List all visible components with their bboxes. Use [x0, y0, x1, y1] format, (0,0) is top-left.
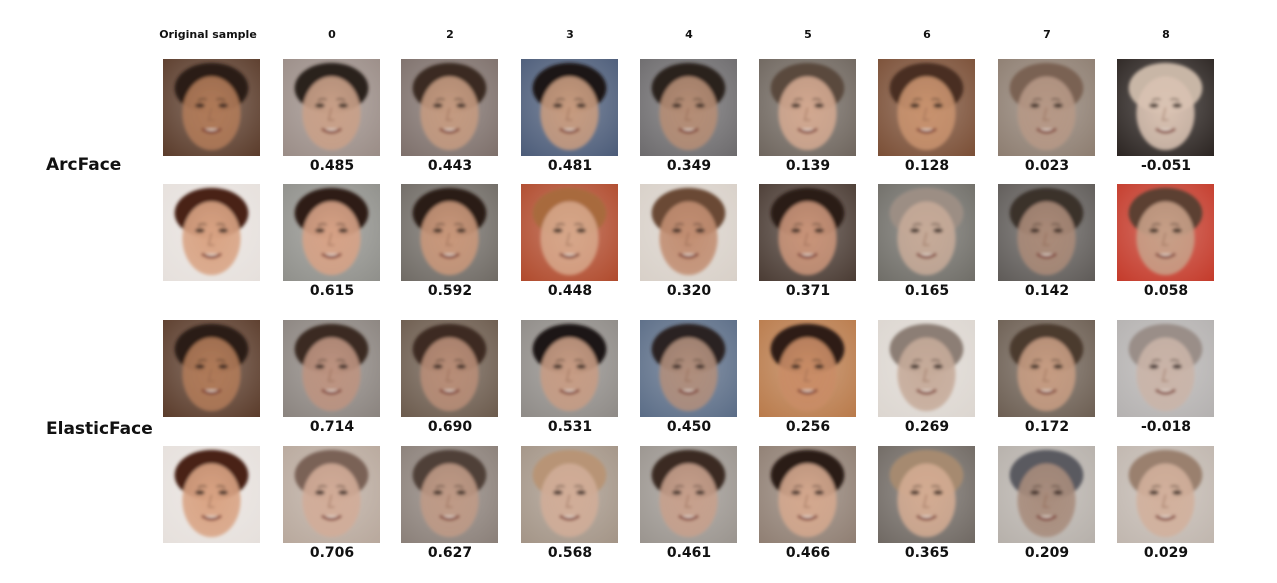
- original-sample-image: [163, 59, 260, 156]
- reconstructed-face-image: [521, 184, 618, 281]
- similarity-score: 0.349: [666, 158, 712, 174]
- similarity-score: 0.466: [785, 545, 831, 561]
- column-header-3: 3: [566, 28, 574, 41]
- reconstructed-face-image: [401, 320, 498, 417]
- original-sample-image: [163, 320, 260, 417]
- reconstructed-face-image: [1117, 59, 1214, 156]
- similarity-score: 0.365: [904, 545, 950, 561]
- reconstructed-face-image: [759, 446, 856, 543]
- column-header-8: 8: [1162, 28, 1170, 41]
- similarity-score: -0.051: [1140, 158, 1192, 174]
- reconstructed-face-image: [998, 446, 1095, 543]
- reconstructed-face-image: [521, 320, 618, 417]
- column-header-5: 5: [804, 28, 812, 41]
- reconstructed-face-image: [998, 184, 1095, 281]
- similarity-score: 0.029: [1143, 545, 1189, 561]
- similarity-score: 0.256: [785, 419, 831, 435]
- reconstructed-face-image: [1117, 320, 1214, 417]
- similarity-score: 0.706: [309, 545, 355, 561]
- reconstructed-face-image: [283, 59, 380, 156]
- similarity-score: 0.139: [785, 158, 831, 174]
- reconstructed-face-image: [521, 446, 618, 543]
- similarity-score: 0.269: [904, 419, 950, 435]
- similarity-score: 0.714: [309, 419, 355, 435]
- reconstructed-face-image: [878, 446, 975, 543]
- original-sample-header: Original sample: [159, 28, 257, 41]
- similarity-score: 0.448: [547, 283, 593, 299]
- similarity-score: 0.371: [785, 283, 831, 299]
- reconstructed-face-image: [283, 184, 380, 281]
- reconstructed-face-image: [401, 184, 498, 281]
- reconstructed-face-image: [401, 446, 498, 543]
- similarity-score: 0.627: [427, 545, 473, 561]
- similarity-score: 0.690: [427, 419, 473, 435]
- original-sample-image: [163, 184, 260, 281]
- reconstructed-face-image: [998, 320, 1095, 417]
- column-header-6: 6: [923, 28, 931, 41]
- similarity-score: 0.450: [666, 419, 712, 435]
- similarity-score: 0.443: [427, 158, 473, 174]
- similarity-score: 0.172: [1024, 419, 1070, 435]
- similarity-score: 0.485: [309, 158, 355, 174]
- similarity-score: 0.615: [309, 283, 355, 299]
- similarity-score: 0.142: [1024, 283, 1070, 299]
- reconstructed-face-image: [640, 184, 737, 281]
- similarity-score: 0.531: [547, 419, 593, 435]
- column-header-4: 4: [685, 28, 693, 41]
- similarity-score: 0.461: [666, 545, 712, 561]
- reconstructed-face-image: [998, 59, 1095, 156]
- reconstructed-face-image: [283, 320, 380, 417]
- reconstructed-face-image: [640, 446, 737, 543]
- reconstructed-face-image: [1117, 446, 1214, 543]
- reconstructed-face-image: [283, 446, 380, 543]
- similarity-score: 0.209: [1024, 545, 1070, 561]
- reconstructed-face-image: [878, 184, 975, 281]
- similarity-score: 0.320: [666, 283, 712, 299]
- column-header-2: 2: [446, 28, 454, 41]
- similarity-score: 0.568: [547, 545, 593, 561]
- reconstructed-face-image: [759, 59, 856, 156]
- reconstructed-face-image: [759, 320, 856, 417]
- reconstructed-face-image: [759, 184, 856, 281]
- similarity-score: 0.058: [1143, 283, 1189, 299]
- model-label-arcface: ArcFace: [46, 155, 122, 175]
- model-label-elasticface: ElasticFace: [46, 419, 153, 439]
- column-header-0: 0: [328, 28, 336, 41]
- reconstructed-face-image: [521, 59, 618, 156]
- similarity-score: 0.023: [1024, 158, 1070, 174]
- column-header-7: 7: [1043, 28, 1051, 41]
- reconstructed-face-image: [640, 320, 737, 417]
- reconstructed-face-image: [640, 59, 737, 156]
- similarity-score: 0.592: [427, 283, 473, 299]
- reconstructed-face-image: [401, 59, 498, 156]
- original-sample-image: [163, 446, 260, 543]
- reconstructed-face-image: [1117, 184, 1214, 281]
- similarity-score: 0.128: [904, 158, 950, 174]
- reconstructed-face-image: [878, 320, 975, 417]
- similarity-score: 0.481: [547, 158, 593, 174]
- reconstructed-face-image: [878, 59, 975, 156]
- similarity-score: -0.018: [1140, 419, 1192, 435]
- similarity-score: 0.165: [904, 283, 950, 299]
